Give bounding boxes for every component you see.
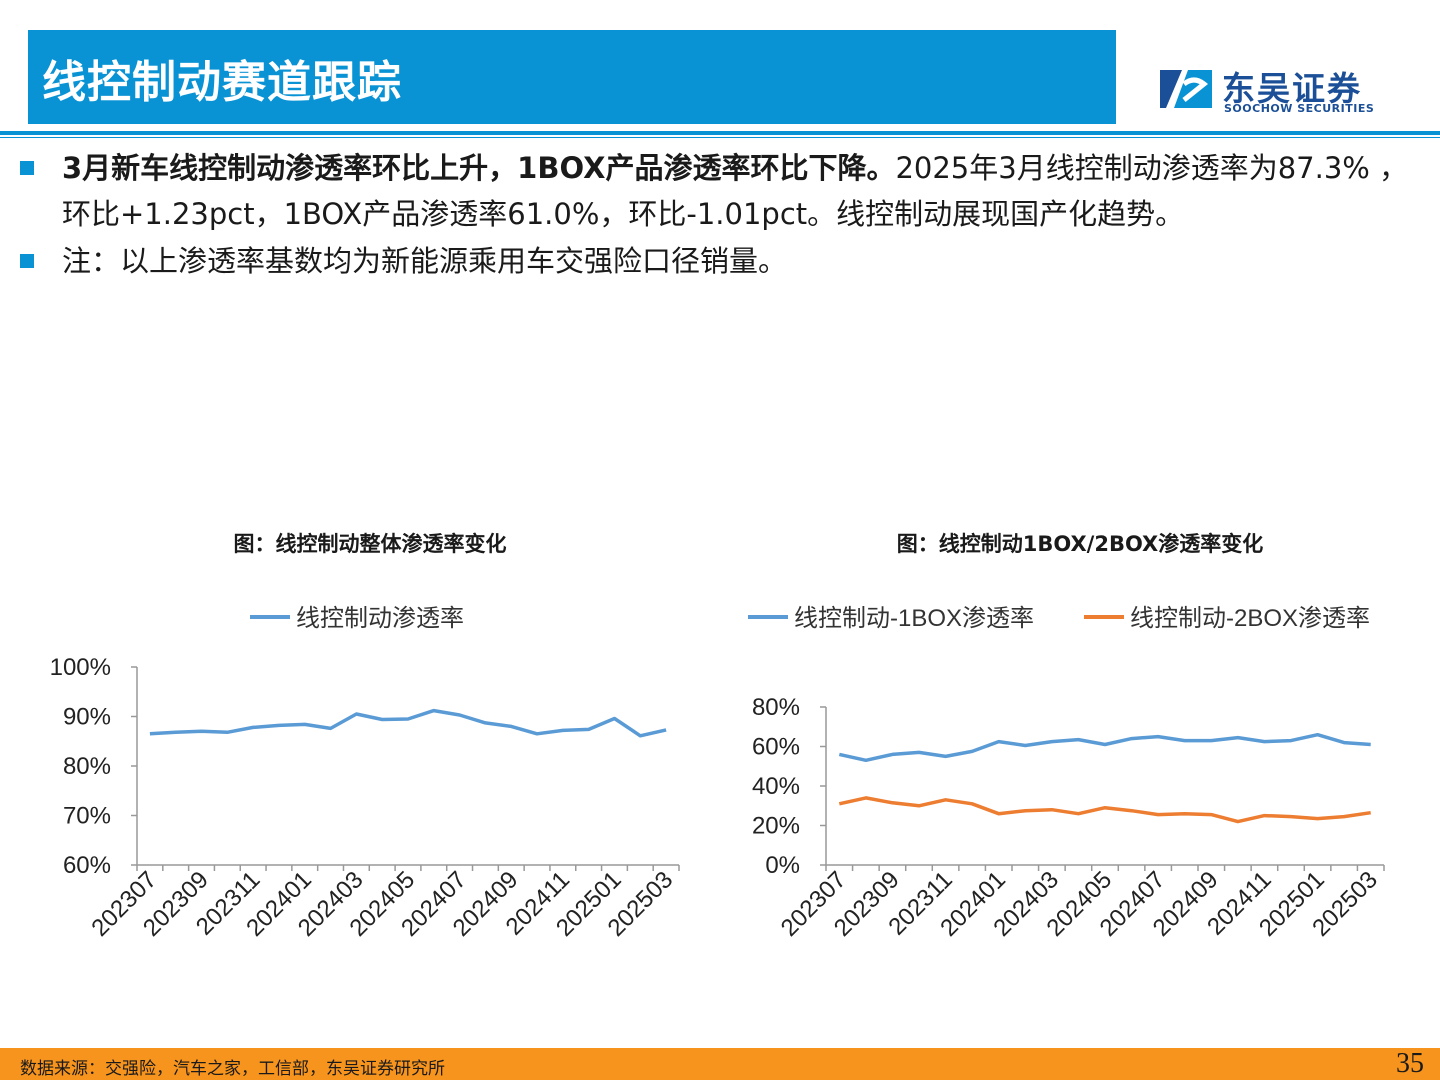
legend-label: 线控制动渗透率 — [296, 605, 464, 632]
page-title: 线控制动赛道跟踪 — [42, 57, 402, 108]
page-number: 35 — [1396, 1048, 1424, 1079]
y-tick-label: 40% — [752, 773, 800, 800]
bullet-body-text: 2025年3月线控制动渗透率为87.3% ，环比+1.23pct，1BOX产品渗… — [62, 151, 1409, 231]
y-tick-label: 20% — [752, 813, 800, 840]
header-divider — [0, 131, 1440, 135]
bullet-text: 3月新车线控制动渗透率环比上升，1BOX产品渗透率环比下降。2025年3月线控制… — [62, 145, 1412, 237]
logo-text-en: SOOCHOW SECURITIES — [1224, 102, 1375, 115]
company-logo: 东吴证券 SOOCHOW SECURITIES — [1150, 58, 1410, 122]
y-tick-label: 60% — [63, 852, 111, 879]
title-bar: 线控制动赛道跟踪 — [28, 30, 1116, 124]
y-tick-label: 80% — [752, 694, 800, 721]
chart-box-penetration: 线控制动-1BOX渗透率 线控制动-2BOX渗透率80%60%40%20%0%20… — [748, 605, 1385, 942]
bullet-text: 注：以上渗透率基数均为新能源乘用车交强险口径销量。 — [62, 238, 1412, 284]
chart-title-box: 图：线控制动1BOX/2BOX渗透率变化 — [896, 532, 1264, 556]
series-line — [838, 732, 1371, 763]
chart-title-overall: 图：线控制动整体渗透率变化 — [233, 532, 507, 556]
y-tick-label: 90% — [63, 704, 111, 731]
legend-label: 线控制动-2BOX渗透率 — [1130, 605, 1370, 632]
bullet-bold-text: 3月新车线控制动渗透率环比上升，1BOX产品渗透率环比下降。 — [62, 151, 896, 185]
bullet-body-text: 注：以上渗透率基数均为新能源乘用车交强险口径销量。 — [62, 244, 788, 278]
logo-mark-icon — [1160, 70, 1212, 108]
y-tick-label: 0% — [765, 852, 800, 879]
bullet-square-icon — [20, 161, 34, 175]
series-line — [838, 796, 1371, 824]
footer-bar: 数据来源：交强险，汽车之家，工信部，东吴证券研究所 35 — [0, 1048, 1440, 1080]
y-tick-label: 60% — [752, 734, 800, 761]
bullet-item: 注：以上渗透率基数均为新能源乘用车交强险口径销量。 — [20, 238, 1420, 284]
chart-overall-penetration: 线控制动渗透率100%90%80%70%60%20230720230920231… — [50, 605, 680, 942]
y-tick-label: 100% — [50, 654, 111, 681]
y-tick-label: 80% — [63, 753, 111, 780]
bullet-item: 3月新车线控制动渗透率环比上升，1BOX产品渗透率环比下降。2025年3月线控制… — [20, 145, 1420, 237]
y-tick-label: 70% — [63, 803, 111, 830]
bullet-square-icon — [20, 254, 34, 268]
series-line — [149, 708, 667, 738]
legend-label: 线控制动-1BOX渗透率 — [794, 605, 1034, 632]
header-divider-thin — [0, 137, 1440, 138]
logo-text-cn: 东吴证券 — [1222, 69, 1362, 108]
data-source: 数据来源：交强险，汽车之家，工信部，东吴证券研究所 — [20, 1059, 445, 1079]
